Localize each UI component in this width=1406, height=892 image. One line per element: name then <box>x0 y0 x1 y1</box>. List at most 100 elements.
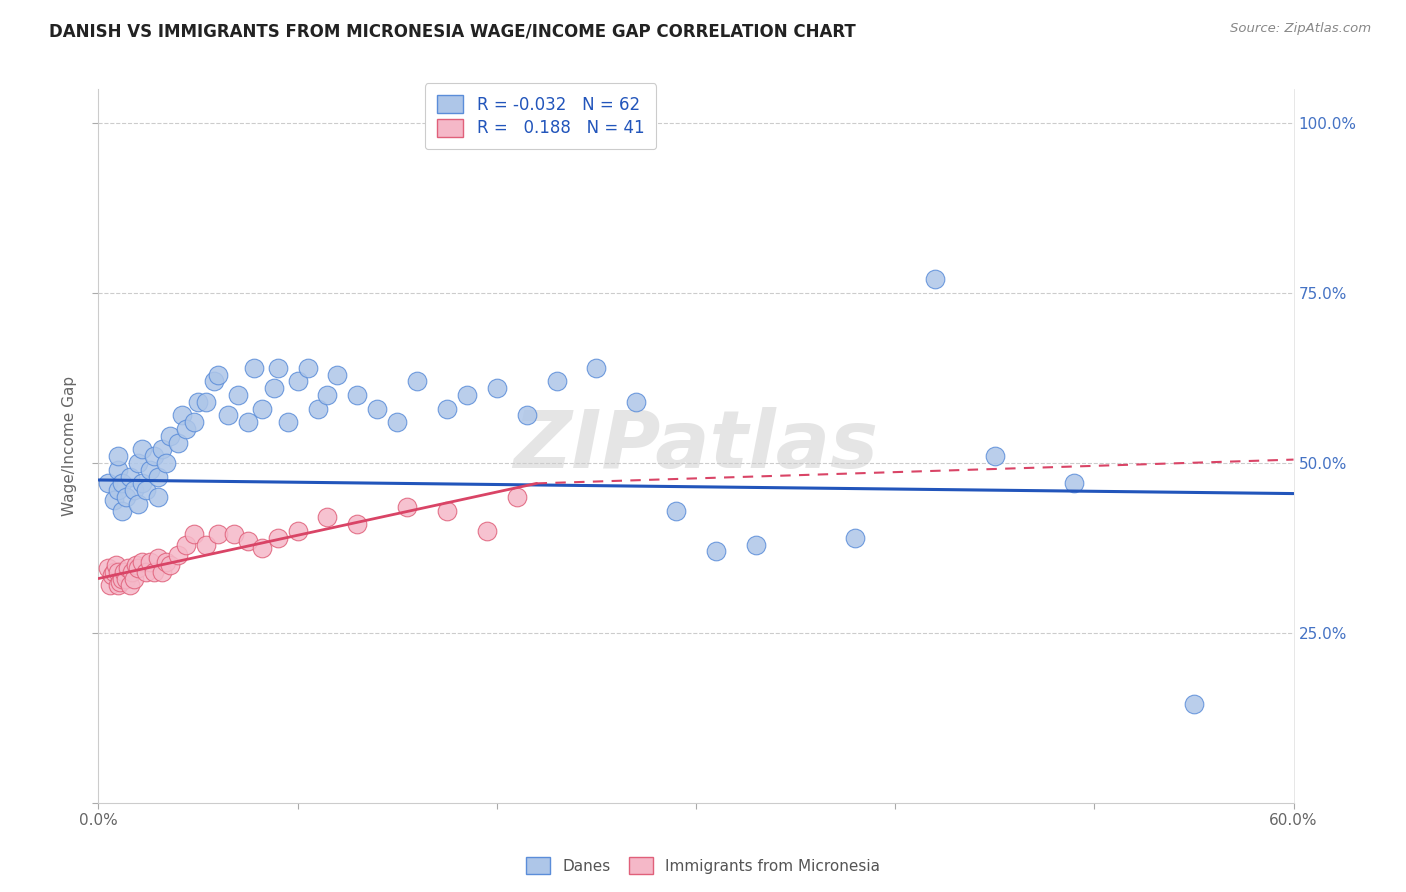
Point <box>172 409 194 423</box>
Point <box>110 574 132 589</box>
Point <box>202 375 225 389</box>
Point <box>150 565 173 579</box>
Point <box>236 534 259 549</box>
Point <box>143 449 166 463</box>
Point <box>1182 698 1205 712</box>
Point <box>155 456 177 470</box>
Point <box>131 442 153 457</box>
Point <box>167 435 190 450</box>
Point <box>97 561 120 575</box>
Point <box>127 497 149 511</box>
Point <box>117 561 139 575</box>
Point <box>187 394 209 409</box>
Point <box>250 401 273 416</box>
Point <box>307 401 329 416</box>
Point <box>159 429 181 443</box>
Point <box>183 415 205 429</box>
Point <box>585 360 607 375</box>
Point <box>195 394 218 409</box>
Point <box>287 524 309 538</box>
Point <box>112 565 135 579</box>
Point <box>103 493 125 508</box>
Point <box>107 449 129 463</box>
Y-axis label: Wage/Income Gap: Wage/Income Gap <box>62 376 77 516</box>
Point <box>745 537 768 551</box>
Point <box>516 409 538 423</box>
Point <box>316 388 339 402</box>
Point <box>97 476 120 491</box>
Point <box>107 565 129 579</box>
Point <box>98 578 122 592</box>
Point <box>121 565 143 579</box>
Legend: R = -0.032   N = 62, R =   0.188   N = 41: R = -0.032 N = 62, R = 0.188 N = 41 <box>425 83 657 149</box>
Point <box>115 572 138 586</box>
Point <box>297 360 319 375</box>
Point <box>217 409 239 423</box>
Point <box>127 456 149 470</box>
Point <box>267 360 290 375</box>
Point <box>546 375 568 389</box>
Point <box>135 483 157 498</box>
Point <box>406 375 429 389</box>
Point <box>115 490 138 504</box>
Point <box>148 469 170 483</box>
Point <box>456 388 478 402</box>
Point <box>250 541 273 555</box>
Point <box>704 544 727 558</box>
Point <box>139 463 162 477</box>
Point <box>626 394 648 409</box>
Point <box>243 360 266 375</box>
Point <box>125 558 148 572</box>
Point <box>143 565 166 579</box>
Point <box>485 381 508 395</box>
Point <box>924 272 946 286</box>
Point <box>131 476 153 491</box>
Point <box>475 524 498 538</box>
Point <box>174 537 197 551</box>
Point <box>226 388 249 402</box>
Point <box>316 510 339 524</box>
Point <box>277 415 299 429</box>
Legend: Danes, Immigrants from Micronesia: Danes, Immigrants from Micronesia <box>519 851 887 880</box>
Point <box>174 422 197 436</box>
Point <box>267 531 290 545</box>
Point <box>396 500 419 515</box>
Point <box>385 415 409 429</box>
Point <box>1063 476 1085 491</box>
Point <box>120 469 142 483</box>
Point <box>111 476 134 491</box>
Point <box>159 558 181 572</box>
Point <box>167 548 190 562</box>
Point <box>346 388 368 402</box>
Point <box>665 503 688 517</box>
Point <box>436 401 458 416</box>
Point <box>984 449 1007 463</box>
Point <box>124 483 146 498</box>
Point <box>135 565 157 579</box>
Point <box>263 381 285 395</box>
Point <box>139 555 162 569</box>
Point <box>107 463 129 477</box>
Point <box>124 572 146 586</box>
Point <box>148 551 170 566</box>
Point <box>101 568 124 582</box>
Point <box>287 375 309 389</box>
Point <box>107 578 129 592</box>
Point <box>111 503 134 517</box>
Point <box>844 531 866 545</box>
Point <box>148 490 170 504</box>
Point <box>346 517 368 532</box>
Point <box>207 368 229 382</box>
Point <box>222 527 245 541</box>
Point <box>131 555 153 569</box>
Point <box>436 503 458 517</box>
Point <box>506 490 529 504</box>
Point <box>150 442 173 457</box>
Text: ZIPatlas: ZIPatlas <box>513 407 879 485</box>
Point <box>120 578 142 592</box>
Point <box>236 415 259 429</box>
Point <box>207 527 229 541</box>
Point <box>183 527 205 541</box>
Point <box>107 483 129 498</box>
Point <box>155 555 177 569</box>
